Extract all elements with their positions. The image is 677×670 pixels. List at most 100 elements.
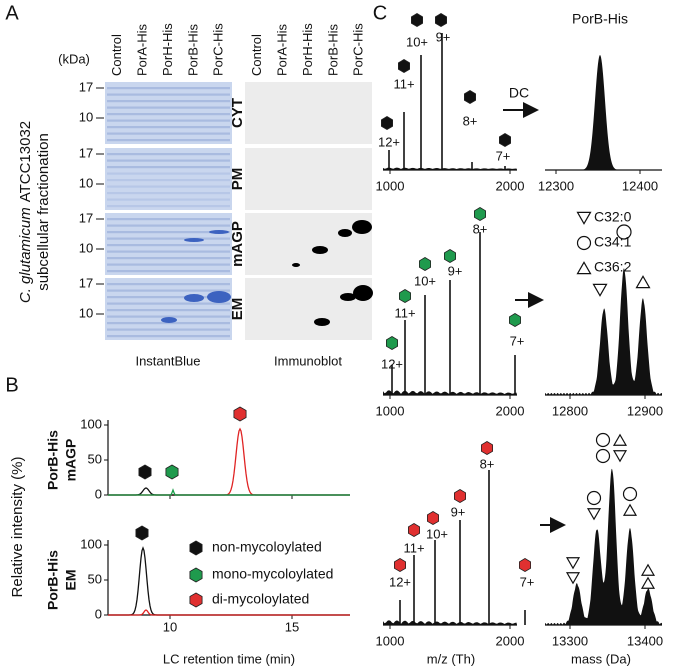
hexagon — [434, 13, 448, 27]
sample-label: mAGP — [63, 439, 79, 482]
lane-label: PorC-His — [351, 23, 366, 76]
blot-label: InstantBlue — [135, 353, 200, 368]
mass-spectrum — [545, 468, 662, 625]
hexagon — [138, 464, 152, 480]
charge-label: 7+ — [496, 148, 511, 163]
hexagon — [473, 207, 487, 221]
legend-label: mono-mycoloylated — [212, 566, 333, 582]
y-axis-label: subcellular fractionation — [35, 133, 52, 291]
immuno-band — [338, 229, 352, 237]
lane-label: PorC-His — [211, 23, 226, 76]
circle-symbol — [595, 432, 611, 448]
blot — [105, 148, 232, 210]
gel-strong-band — [184, 294, 204, 302]
triangle-down-symbol — [565, 572, 581, 585]
charge-label: 8+ — [463, 113, 478, 128]
lipid-label: C34:1 — [594, 234, 632, 250]
trace-di — [108, 427, 350, 496]
hexagon — [380, 116, 394, 130]
y-tick-label: 100 — [80, 536, 102, 551]
gel-band — [107, 244, 230, 247]
hexagon — [463, 90, 477, 104]
gel-strong-band — [184, 238, 204, 242]
species: C. glutamicum — [17, 207, 34, 303]
spectrum-noise — [383, 167, 517, 170]
lipid-label: C36:2 — [594, 259, 632, 275]
x-tick-label: 15 — [285, 619, 299, 634]
x-tick-label: 12300 — [538, 178, 574, 193]
triangle-down-symbol — [565, 557, 581, 570]
circle-symbol — [616, 224, 632, 240]
trace-mono — [108, 488, 350, 496]
marker-label: 10 — [79, 240, 93, 255]
gel-band — [107, 93, 230, 96]
immuno-band — [352, 220, 372, 234]
hexagon — [233, 406, 247, 422]
x-axis-label: mass (Da) — [571, 651, 631, 666]
hexagon — [385, 336, 399, 350]
hexagon — [418, 257, 432, 271]
sample-label: EM — [63, 570, 79, 591]
gel-band — [107, 205, 230, 208]
arrow-label: DC — [509, 85, 529, 101]
charge-label: 12+ — [389, 574, 411, 589]
x-tick-label: 1000 — [376, 178, 405, 193]
marker-label: 10 — [79, 175, 93, 190]
hexagon — [407, 523, 421, 537]
blot — [245, 278, 372, 340]
gel-band — [107, 153, 230, 156]
triangle-up-symbol — [612, 433, 628, 446]
mass-spectrum — [545, 268, 662, 395]
hexagon — [189, 567, 203, 583]
charge-label: 9+ — [436, 29, 451, 44]
gel-band — [107, 335, 230, 338]
triangle-down-symbol — [586, 508, 602, 521]
x-tick-label: 13400 — [627, 633, 663, 648]
marker-label: 10 — [79, 305, 93, 320]
lane-label: PorA-His — [135, 23, 150, 76]
triangle-up-symbol — [622, 503, 638, 516]
lane-label: PorH-His — [160, 23, 175, 76]
blot — [245, 82, 372, 144]
hexagon — [453, 489, 467, 503]
gel-band — [107, 322, 230, 325]
x-tick-label: 12400 — [622, 178, 658, 193]
mass-spectrum — [545, 55, 662, 170]
row-label: CYT — [229, 98, 246, 128]
immuno-band — [314, 318, 330, 326]
gel-band — [107, 113, 230, 116]
y-tick-label: 50 — [88, 571, 102, 586]
trace-di — [108, 609, 350, 616]
gel-band — [107, 172, 230, 175]
circle-symbol — [595, 448, 611, 464]
charge-label: 11+ — [403, 540, 424, 555]
hexagon — [480, 441, 494, 455]
hexagon — [189, 592, 203, 608]
hexagon — [519, 558, 531, 572]
row-label: EM — [229, 298, 246, 321]
x-tick-label: 12800 — [552, 403, 588, 418]
x-tick-label: 2000 — [496, 633, 525, 648]
lane-label: Control — [249, 34, 264, 76]
unit-label: (kDa) — [58, 51, 90, 66]
charge-label: 10+ — [426, 526, 448, 541]
charge-label: 11+ — [394, 305, 415, 320]
gel-band — [107, 250, 230, 253]
x-tick-label: 12900 — [627, 403, 663, 418]
x-tick-label: 1000 — [376, 633, 405, 648]
gel-strong-band — [209, 230, 229, 234]
spectrum-noise — [383, 390, 517, 395]
marker-label: 17 — [79, 210, 93, 225]
gel-band — [107, 179, 230, 182]
gel-band — [107, 126, 230, 129]
gel-band — [107, 166, 230, 169]
gel-band — [107, 231, 230, 234]
strain: ATCC13032 — [17, 121, 34, 202]
gel-band — [107, 198, 230, 201]
gel-band — [107, 328, 230, 331]
circle-symbol — [586, 490, 602, 506]
blot-label: Immunoblot — [274, 353, 342, 368]
x-axis-label: m/z (Th) — [427, 651, 475, 666]
hexagon — [393, 558, 407, 572]
legend-label: non-mycoloylated — [212, 539, 322, 555]
